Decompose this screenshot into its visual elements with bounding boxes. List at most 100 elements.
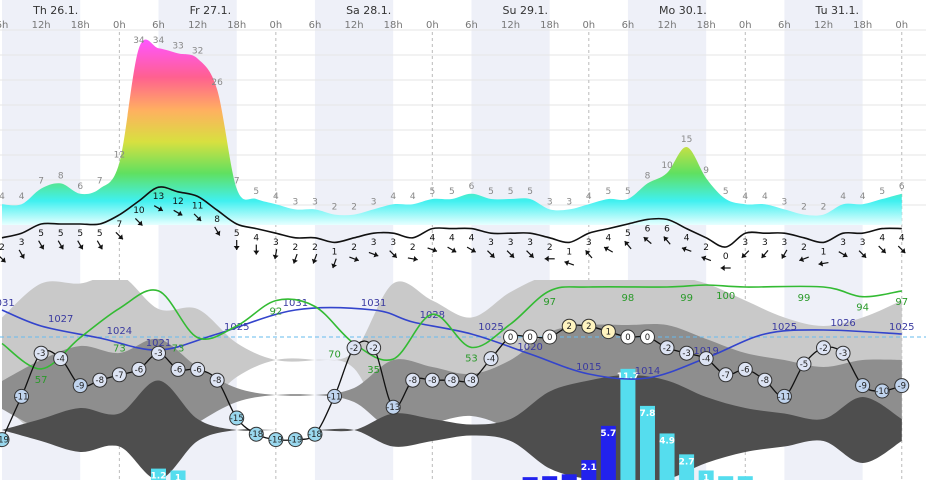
pressure-label: 1031	[361, 298, 386, 309]
temperature-label: -19	[269, 436, 283, 446]
gust-label: 4	[273, 192, 279, 202]
gust-label: 3	[371, 197, 377, 207]
gust-label: 6	[77, 182, 83, 192]
humidity-label: 57	[35, 375, 48, 386]
wind-speed-label: 4	[253, 234, 259, 244]
wind-speed-label: 4	[899, 234, 905, 244]
gust-label: 4	[586, 192, 592, 202]
gust-label: 26	[211, 78, 223, 88]
precip-label: 4.9	[659, 436, 675, 446]
gust-label: 3	[293, 197, 299, 207]
precip-bar	[620, 368, 636, 480]
temperature-point	[737, 361, 753, 377]
wind-arrow	[349, 256, 360, 262]
temperature-point	[366, 340, 382, 356]
temperature-point	[776, 388, 792, 404]
temperature-label: -2	[819, 344, 827, 354]
temperature-point	[424, 372, 440, 388]
wind-speed-label: 3	[586, 238, 592, 248]
wind-speed-label: 1	[566, 247, 572, 257]
humidity-label: 70	[328, 350, 341, 361]
temperature-point	[483, 351, 499, 367]
wind-arrow	[233, 240, 240, 250]
precip-bar	[561, 474, 577, 480]
wind-arrow	[331, 258, 337, 269]
wind-speed-label: 2	[0, 243, 5, 253]
wind-speed-label: 2	[312, 243, 318, 253]
wind-arrow	[818, 260, 829, 267]
precip-bar	[679, 454, 695, 480]
temperature-label: -9	[898, 382, 906, 392]
wind-speed-label: 1	[332, 247, 338, 257]
wind-speed-label: 8	[214, 215, 220, 225]
gust-label: 12	[114, 151, 125, 161]
pressure-label: 1014	[635, 366, 660, 377]
temperature-label: -19	[288, 436, 302, 446]
gust-label: 3	[782, 197, 788, 207]
wind-arrow	[193, 213, 202, 222]
wind-arrow	[720, 265, 731, 271]
wind-speed-label: 5	[625, 229, 631, 239]
gust-label: 4	[19, 192, 25, 202]
temperature-label: -2	[350, 344, 358, 354]
wind-speed-label: 4	[605, 234, 611, 244]
wind-speed-label: 3	[860, 238, 866, 248]
gust-label: 2	[821, 203, 827, 213]
wind-arrow	[96, 240, 103, 250]
wind-arrow	[115, 231, 124, 240]
humidity-label: 98	[622, 293, 635, 304]
temperature-point	[659, 340, 675, 356]
wind-speed-label: 4	[469, 234, 475, 244]
humidity-label: 35	[367, 365, 380, 376]
temperature-label: -2	[369, 344, 377, 354]
hour-tick-label: 0h	[582, 20, 595, 31]
gust-label: 4	[0, 192, 5, 202]
wind-arrow	[292, 253, 298, 264]
wind-arrow	[487, 250, 495, 259]
wind-speed-label: 1	[821, 247, 827, 257]
wind-arrow	[214, 226, 221, 236]
wind-speed-label: 6	[645, 224, 651, 234]
wind-arrow	[272, 249, 279, 260]
wind-arrow	[427, 247, 438, 253]
gust-label: 5	[508, 187, 514, 197]
wind-arrow	[585, 249, 593, 259]
pressure-label: 1015	[576, 362, 601, 373]
wind-speed-label: 3	[19, 238, 25, 248]
pressure-label: 1031	[283, 298, 308, 309]
temperature-label: 2	[586, 322, 591, 332]
temperature-label: 0	[508, 333, 513, 343]
temperature-label: -2	[663, 344, 671, 354]
wind-speed-label: 0	[723, 252, 729, 262]
hour-tick-label: 6h	[622, 20, 635, 31]
temperature-label: -3	[839, 349, 847, 359]
temperature-label: -11	[328, 392, 342, 402]
wind-speed-label: 2	[293, 243, 299, 253]
precip-label: 1.2	[151, 472, 167, 482]
wind-speed-label: 3	[782, 238, 788, 248]
wind-arrow	[57, 240, 64, 250]
gust-label: 5	[879, 187, 885, 197]
wind-speed-label: 5	[97, 229, 103, 239]
precip-bar	[718, 476, 734, 480]
hour-tick-label: 12h	[658, 20, 677, 31]
wind-arrow	[799, 256, 809, 262]
precip-label: 7.8	[640, 409, 656, 419]
temperature-label: -3	[682, 349, 690, 359]
gust-label: 4	[840, 192, 846, 202]
temperature-label: -8	[761, 376, 769, 386]
wind-arrow	[466, 246, 477, 253]
wind-speed-label: 4	[684, 234, 690, 244]
temperature-point	[444, 372, 460, 388]
temperature-point	[327, 388, 343, 404]
wind-speed-label: 2	[703, 243, 709, 253]
pressure-line	[1, 306, 902, 380]
hour-tick-label: 0h	[426, 20, 439, 31]
temperature-label: 1	[606, 328, 611, 338]
temperature-label: -4	[56, 355, 64, 365]
wind-arrow	[624, 240, 632, 250]
wind-speed-label: 7	[116, 220, 122, 230]
hour-tick-label: 6h	[152, 20, 165, 31]
pressure-label: 1026	[830, 318, 855, 329]
